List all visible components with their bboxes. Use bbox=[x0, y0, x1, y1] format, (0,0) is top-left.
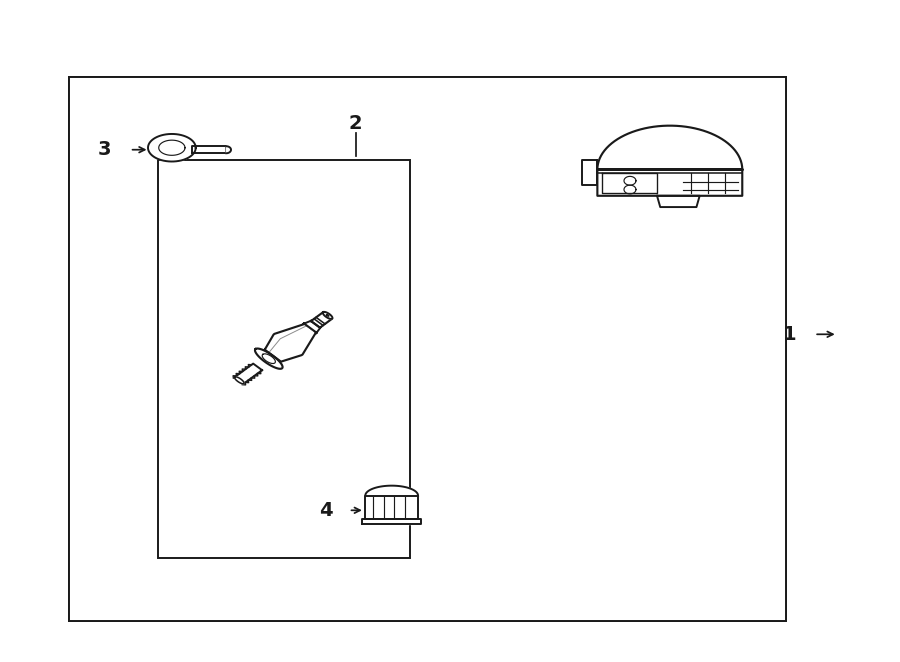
Polygon shape bbox=[362, 519, 421, 524]
Polygon shape bbox=[235, 377, 244, 384]
Polygon shape bbox=[192, 146, 226, 153]
Polygon shape bbox=[657, 196, 699, 207]
Polygon shape bbox=[311, 312, 332, 328]
Polygon shape bbox=[148, 134, 195, 162]
Polygon shape bbox=[323, 312, 332, 319]
Bar bbox=[68, 77, 787, 621]
Polygon shape bbox=[255, 348, 283, 369]
Text: 3: 3 bbox=[98, 140, 112, 160]
Text: 4: 4 bbox=[320, 501, 333, 520]
Polygon shape bbox=[582, 160, 598, 185]
Text: 1: 1 bbox=[782, 325, 796, 344]
Polygon shape bbox=[235, 363, 262, 383]
Polygon shape bbox=[303, 320, 321, 334]
Bar bbox=[68, 77, 787, 621]
Polygon shape bbox=[365, 486, 418, 496]
Polygon shape bbox=[265, 324, 316, 361]
Bar bbox=[158, 160, 410, 559]
Polygon shape bbox=[365, 496, 418, 519]
Polygon shape bbox=[226, 146, 231, 153]
Text: 2: 2 bbox=[349, 114, 363, 133]
Polygon shape bbox=[598, 126, 742, 196]
